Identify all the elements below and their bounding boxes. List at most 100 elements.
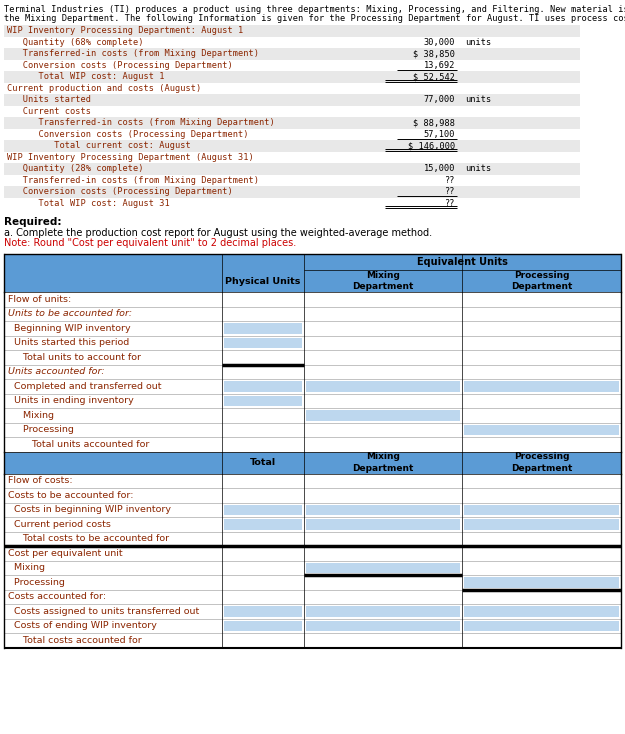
Bar xyxy=(4,59,580,71)
Text: 30,000: 30,000 xyxy=(424,37,455,47)
Text: Quantity (28% complete): Quantity (28% complete) xyxy=(7,164,144,173)
Text: $ 146,000: $ 146,000 xyxy=(408,141,455,150)
Text: Processing
Department: Processing Department xyxy=(511,452,572,473)
Text: units: units xyxy=(465,37,491,47)
Text: Current production and costs (August): Current production and costs (August) xyxy=(7,84,201,92)
Bar xyxy=(4,546,621,561)
Text: Processing
Department: Processing Department xyxy=(511,271,572,291)
Bar xyxy=(306,410,460,421)
Text: Terminal Industries (TI) produces a product using three departments: Mixing, Pro: Terminal Industries (TI) produces a prod… xyxy=(4,5,625,14)
Bar xyxy=(4,37,580,48)
Text: Conversion costs (Processing Department): Conversion costs (Processing Department) xyxy=(7,130,249,139)
Bar xyxy=(4,48,580,59)
Bar xyxy=(4,254,621,292)
Text: WIP Inventory Processing Department (August 31): WIP Inventory Processing Department (Aug… xyxy=(7,153,254,161)
Bar xyxy=(464,519,619,529)
Bar xyxy=(224,519,302,529)
Text: Current costs: Current costs xyxy=(7,106,91,116)
Text: Mixing: Mixing xyxy=(8,411,54,420)
Text: Units in ending inventory: Units in ending inventory xyxy=(8,396,134,405)
Bar xyxy=(4,106,580,117)
Text: ??: ?? xyxy=(444,199,455,208)
Bar xyxy=(4,619,621,633)
Text: Total current cost: August: Total current cost: August xyxy=(7,141,191,150)
Text: Processing: Processing xyxy=(8,578,65,586)
Text: Costs accounted for:: Costs accounted for: xyxy=(8,592,106,601)
Text: Equivalent Units: Equivalent Units xyxy=(417,257,508,267)
Text: Units started: Units started xyxy=(7,95,91,104)
Text: Cost per equivalent unit: Cost per equivalent unit xyxy=(8,549,122,558)
Bar xyxy=(4,292,621,307)
Text: WIP Inventory Processing Department: August 1: WIP Inventory Processing Department: Aug… xyxy=(7,26,243,35)
Bar xyxy=(224,606,302,617)
Bar xyxy=(224,396,302,406)
Text: Total WIP cost: August 1: Total WIP cost: August 1 xyxy=(7,72,164,81)
Bar xyxy=(4,473,621,488)
Bar xyxy=(4,82,580,94)
Text: Total costs to be accounted for: Total costs to be accounted for xyxy=(8,534,169,543)
Bar xyxy=(4,451,621,473)
Bar xyxy=(306,519,460,529)
Bar xyxy=(4,437,621,451)
Text: Total: Total xyxy=(250,458,276,467)
Bar xyxy=(4,517,621,531)
Bar xyxy=(464,381,619,391)
Bar xyxy=(4,140,580,151)
Text: Completed and transferred out: Completed and transferred out xyxy=(8,382,161,390)
Bar xyxy=(4,163,580,175)
Text: 15,000: 15,000 xyxy=(424,164,455,173)
Text: Costs to be accounted for:: Costs to be accounted for: xyxy=(8,491,134,500)
Text: Required:: Required: xyxy=(4,217,61,227)
Bar xyxy=(4,393,621,408)
Text: Quantity (68% complete): Quantity (68% complete) xyxy=(7,37,144,47)
Bar xyxy=(464,504,619,515)
Bar xyxy=(4,423,621,437)
Text: Mixing
Department: Mixing Department xyxy=(352,452,414,473)
Text: Current period costs: Current period costs xyxy=(8,520,111,528)
Text: Costs in beginning WIP inventory: Costs in beginning WIP inventory xyxy=(8,505,171,515)
Bar xyxy=(4,117,580,128)
Bar xyxy=(4,379,621,393)
Text: ??: ?? xyxy=(444,187,455,196)
Text: the Mixing Department. The following Information is given for the Processing Dep: the Mixing Department. The following Inf… xyxy=(4,14,625,23)
Bar xyxy=(4,25,580,37)
Bar xyxy=(4,175,580,186)
Bar xyxy=(306,504,460,515)
Text: Beginning WIP inventory: Beginning WIP inventory xyxy=(8,324,131,333)
Bar xyxy=(4,365,621,379)
Bar xyxy=(4,589,621,604)
Text: Mixing
Department: Mixing Department xyxy=(352,271,414,291)
Text: a. Complete the production cost report for August using the weighted-average met: a. Complete the production cost report f… xyxy=(4,228,432,238)
Text: Conversion costs (Processing Department): Conversion costs (Processing Department) xyxy=(7,187,232,196)
Bar xyxy=(224,381,302,391)
Bar xyxy=(4,531,621,546)
Bar xyxy=(4,71,580,82)
Text: $ 38,850: $ 38,850 xyxy=(413,49,455,58)
Bar xyxy=(306,562,460,573)
Bar xyxy=(224,504,302,515)
Bar xyxy=(4,186,580,197)
Text: Transferred-in costs (from Mixing Department): Transferred-in costs (from Mixing Depart… xyxy=(7,118,275,127)
Text: Total WIP cost: August 31: Total WIP cost: August 31 xyxy=(7,199,170,208)
Text: $ 88,988: $ 88,988 xyxy=(413,118,455,127)
Bar xyxy=(224,338,302,348)
Text: Units accounted for:: Units accounted for: xyxy=(8,367,104,377)
Bar xyxy=(4,321,621,335)
Text: Flow of units:: Flow of units: xyxy=(8,295,71,304)
Text: units: units xyxy=(465,95,491,104)
Bar xyxy=(4,561,621,575)
Text: Processing: Processing xyxy=(8,425,74,435)
Text: Units started this period: Units started this period xyxy=(8,338,129,347)
Bar xyxy=(4,503,621,517)
Bar xyxy=(4,128,580,140)
Bar xyxy=(4,335,621,350)
Text: Mixing: Mixing xyxy=(8,563,45,573)
Bar xyxy=(4,604,621,619)
Text: 13,692: 13,692 xyxy=(424,61,455,70)
Bar xyxy=(4,575,621,589)
Bar xyxy=(4,633,621,647)
Bar xyxy=(464,606,619,617)
Bar xyxy=(464,424,619,435)
Text: Flow of costs:: Flow of costs: xyxy=(8,476,72,485)
Bar xyxy=(4,408,621,423)
